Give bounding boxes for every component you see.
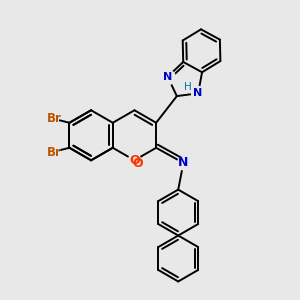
Text: Br: Br xyxy=(47,112,62,125)
Text: H: H xyxy=(184,82,192,92)
Text: N: N xyxy=(177,156,188,169)
Text: O: O xyxy=(132,157,143,170)
Text: O: O xyxy=(129,154,140,167)
Text: N: N xyxy=(194,88,203,98)
Text: Br: Br xyxy=(47,146,62,159)
Text: N: N xyxy=(163,72,172,82)
